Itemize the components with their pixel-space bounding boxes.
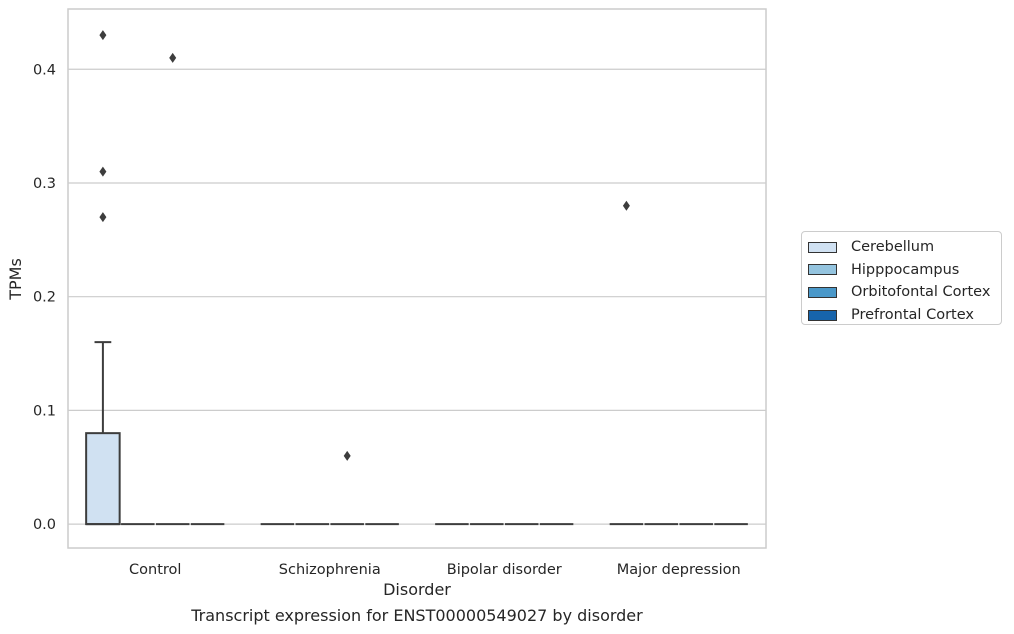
x-tick-label: Major depression xyxy=(617,562,741,578)
y-axis-ticks: 0.0 0.1 0.2 0.3 0.4 xyxy=(33,62,56,533)
box-cerebellum xyxy=(609,200,644,526)
legend-swatch xyxy=(808,286,837,298)
box xyxy=(85,432,121,526)
box-cerebellum xyxy=(85,30,121,526)
y-tick-label: 0.1 xyxy=(33,403,56,419)
legend-label: Cerebellum xyxy=(851,239,935,256)
outlier-point xyxy=(343,450,351,461)
legend-label: Hipppocampus xyxy=(851,261,960,278)
y-tick-label: 0.0 xyxy=(33,517,56,533)
legend-label: Orbitofontal Cortex xyxy=(851,284,991,301)
y-axis-label: TPMs xyxy=(6,258,25,301)
plot-frame xyxy=(67,8,767,549)
x-axis-ticks: Control Schizophrenia Bipolar disorder Majo… xyxy=(129,562,741,578)
box-plots xyxy=(85,30,748,526)
box-orbitofontal-cortex xyxy=(155,52,190,526)
x-tick-label: Schizophrenia xyxy=(279,562,381,578)
legend-swatch xyxy=(808,309,837,321)
y-tick-label: 0.4 xyxy=(33,62,56,78)
legend-item: Hipppocampus xyxy=(808,259,1001,282)
legend-swatch xyxy=(808,241,837,253)
legend-swatch xyxy=(808,264,837,276)
outlier-point xyxy=(99,30,107,41)
x-axis-label: Disorder xyxy=(383,580,451,599)
outlier-point xyxy=(169,52,177,63)
legend-item: Prefrontal Cortex xyxy=(808,304,1001,327)
legend-label: Prefrontal Cortex xyxy=(851,307,974,324)
x-tick-label: Bipolar disorder xyxy=(447,562,562,578)
gridlines xyxy=(68,68,766,525)
chart-caption: Transcript expression for ENST0000054902… xyxy=(191,606,643,625)
outlier-point xyxy=(99,212,107,223)
legend-item: Cerebellum xyxy=(808,236,1001,259)
box-orbitofontal-cortex xyxy=(330,450,364,526)
outlier-point xyxy=(99,166,107,177)
x-tick-label: Control xyxy=(129,562,181,578)
legend-item: Orbitofontal Cortex xyxy=(808,281,1001,304)
outlier-point xyxy=(622,200,630,211)
legend: Cerebellum Hipppocampus Orbitofontal Corte… xyxy=(801,231,1002,325)
y-tick-label: 0.3 xyxy=(33,176,56,192)
y-tick-label: 0.2 xyxy=(33,290,56,306)
